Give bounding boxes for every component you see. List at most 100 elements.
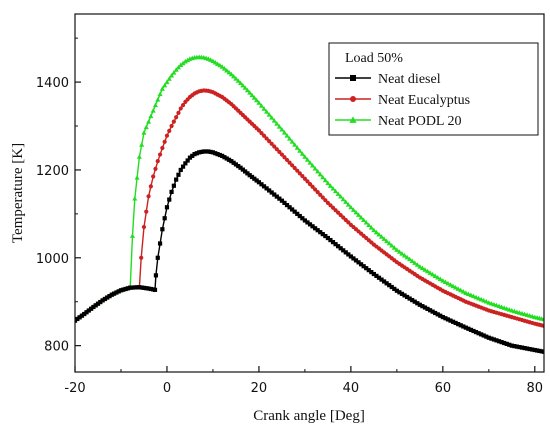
data-point xyxy=(438,313,443,318)
data-point xyxy=(178,62,184,67)
data-point xyxy=(86,308,91,313)
data-point xyxy=(374,273,379,278)
data-point xyxy=(300,216,305,221)
data-point xyxy=(155,97,161,102)
data-point xyxy=(445,280,451,286)
data-point xyxy=(132,195,138,201)
data-point xyxy=(224,156,229,161)
data-point xyxy=(530,347,535,352)
data-point xyxy=(427,308,433,313)
data-point xyxy=(274,147,279,152)
data-point xyxy=(315,168,321,174)
data-point xyxy=(350,207,356,212)
data-point xyxy=(424,268,431,274)
data-point xyxy=(284,202,290,208)
data-point xyxy=(404,294,410,300)
data-point xyxy=(167,197,172,202)
data-point xyxy=(150,108,156,113)
data-point xyxy=(290,163,295,168)
data-point xyxy=(504,341,509,346)
data-point xyxy=(226,157,232,162)
data-point xyxy=(527,346,532,352)
data-point xyxy=(465,291,471,297)
data-point xyxy=(447,282,454,287)
data-point xyxy=(245,171,250,176)
data-point xyxy=(338,194,344,199)
data-point xyxy=(125,286,130,291)
data-point xyxy=(210,150,216,155)
data-point xyxy=(164,79,170,85)
data-point xyxy=(121,287,126,292)
data-point xyxy=(345,202,351,207)
data-point xyxy=(525,346,530,351)
data-point xyxy=(519,345,525,350)
data-point xyxy=(180,103,186,108)
data-point xyxy=(356,260,361,265)
data-point xyxy=(282,200,287,205)
data-point xyxy=(463,290,469,295)
data-point xyxy=(394,288,399,293)
data-point xyxy=(450,283,456,289)
data-point xyxy=(330,240,336,245)
data-point xyxy=(471,328,476,334)
data-point xyxy=(358,214,364,220)
legend-marker xyxy=(350,75,356,81)
data-point xyxy=(244,87,250,93)
data-point xyxy=(359,262,364,267)
data-point xyxy=(190,153,195,158)
data-point xyxy=(264,109,270,114)
data-point xyxy=(486,335,491,340)
data-point xyxy=(290,207,295,212)
data-point xyxy=(261,184,267,189)
series-layer xyxy=(75,54,544,354)
data-point xyxy=(151,174,156,179)
data-point xyxy=(386,240,392,246)
data-point xyxy=(221,66,227,71)
data-point xyxy=(284,133,290,138)
data-point xyxy=(162,82,168,88)
data-point xyxy=(277,196,282,201)
data-point xyxy=(320,174,326,180)
data-point xyxy=(295,168,300,173)
data-point xyxy=(254,178,259,183)
data-point xyxy=(407,296,412,301)
data-point xyxy=(402,293,407,298)
data-point xyxy=(336,244,341,249)
data-point xyxy=(297,213,302,219)
data-point xyxy=(233,76,239,81)
data-point xyxy=(271,118,277,123)
data-point xyxy=(176,172,181,177)
data-point xyxy=(535,348,540,353)
data-point xyxy=(453,284,459,290)
data-point xyxy=(541,316,544,322)
data-point xyxy=(470,293,477,299)
data-point xyxy=(435,312,440,317)
data-point xyxy=(173,67,179,72)
data-point xyxy=(238,80,244,85)
data-point xyxy=(153,273,159,278)
data-point xyxy=(174,115,179,120)
data-point xyxy=(445,317,451,322)
data-point xyxy=(146,119,152,124)
data-point xyxy=(468,292,474,298)
data-point xyxy=(264,136,269,141)
data-point xyxy=(318,192,323,197)
data-point xyxy=(183,161,188,166)
data-point xyxy=(313,226,318,231)
data-point xyxy=(162,139,167,144)
data-point xyxy=(261,133,267,138)
data-point xyxy=(299,151,305,156)
data-point xyxy=(141,224,147,230)
data-point xyxy=(284,157,290,163)
data-point xyxy=(394,247,400,252)
data-point xyxy=(269,115,275,120)
data-point xyxy=(130,285,135,290)
data-point xyxy=(499,340,504,345)
data-point xyxy=(323,233,328,239)
data-point xyxy=(105,295,110,300)
data-point xyxy=(458,323,463,328)
data-point xyxy=(226,69,232,75)
data-point xyxy=(399,251,405,256)
data-point xyxy=(448,318,453,323)
data-point xyxy=(460,289,466,294)
